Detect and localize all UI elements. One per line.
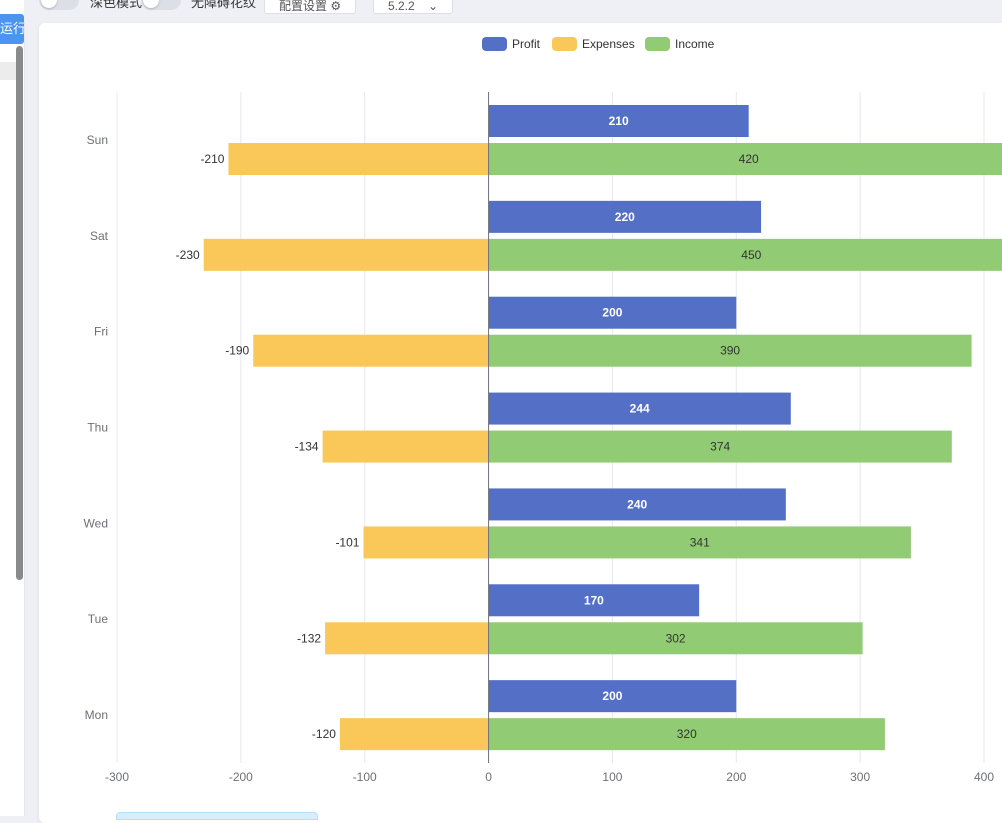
version-select[interactable]: 5.2.2 ⌄ bbox=[373, 0, 453, 14]
income-data-label: 341 bbox=[690, 535, 710, 549]
bar-chart: -300 -200 -100 0 100 200 300 400 Mon 200 320 -120 Tu… bbox=[84, 37, 1002, 784]
scrollbar[interactable] bbox=[16, 46, 23, 580]
chart-card: -300 -200 -100 0 100 200 300 400 Mon 200 320 -120 Tu… bbox=[39, 23, 1002, 823]
expenses-bar bbox=[363, 526, 489, 559]
income-bar bbox=[488, 622, 863, 655]
profit-data-label: 200 bbox=[602, 306, 622, 320]
y-category-label: Sat bbox=[90, 229, 109, 243]
profit-data-label: 220 bbox=[615, 210, 635, 224]
expenses-bar bbox=[325, 622, 489, 655]
profit-bar bbox=[488, 680, 737, 713]
y-category-label: Tue bbox=[88, 612, 109, 626]
income-data-label: 374 bbox=[710, 440, 730, 454]
income-data-label: 390 bbox=[720, 344, 740, 358]
legend-swatch bbox=[552, 37, 577, 51]
theme-settings-button[interactable]: 配置设置 ⚙ bbox=[264, 0, 357, 14]
profit-data-label: 240 bbox=[627, 497, 647, 511]
dark-mode-label: 深色模式 bbox=[90, 0, 143, 10]
legend-swatch bbox=[645, 37, 670, 51]
y-category-label: Sun bbox=[87, 133, 108, 147]
legend-swatch bbox=[482, 37, 507, 51]
expenses-data-label: -190 bbox=[225, 344, 249, 358]
sidebar-row[interactable] bbox=[0, 62, 16, 80]
x-tick-label: -300 bbox=[105, 770, 129, 784]
income-bar bbox=[488, 526, 911, 559]
income-bar bbox=[488, 718, 885, 751]
legend-item-expenses[interactable]: Expenses bbox=[552, 37, 635, 51]
toolbar: 深色模式 无障碍花纹 配置设置 ⚙ 5.2.2 ⌄ bbox=[24, 0, 1002, 22]
legend-item-income[interactable]: Income bbox=[645, 37, 715, 51]
expenses-data-label: -132 bbox=[297, 631, 321, 645]
run-button[interactable]: 运行 bbox=[0, 14, 24, 44]
x-tick-label: 300 bbox=[850, 770, 870, 784]
income-data-label: 450 bbox=[741, 248, 761, 262]
legend-label: Expenses bbox=[582, 37, 635, 51]
chevron-down-icon: ⌄ bbox=[428, 0, 439, 13]
y-category-label: Wed bbox=[84, 516, 108, 530]
expenses-data-label: -210 bbox=[200, 152, 224, 166]
expenses-data-label: -101 bbox=[335, 535, 359, 549]
theme-settings-label: 配置设置 bbox=[279, 0, 328, 13]
expenses-data-label: -134 bbox=[295, 440, 319, 454]
version-value: 5.2.2 bbox=[388, 0, 415, 13]
profit-bar bbox=[488, 105, 749, 137]
y-category-label: Fri bbox=[94, 325, 108, 339]
bottom-tab[interactable] bbox=[116, 812, 318, 820]
income-bar bbox=[488, 430, 952, 463]
expenses-bar bbox=[339, 718, 489, 751]
expenses-bar bbox=[253, 334, 489, 367]
expenses-data-label: -230 bbox=[176, 248, 200, 262]
run-button-label: 运行 bbox=[0, 21, 24, 36]
profit-bar bbox=[488, 200, 762, 233]
accessible-pattern-label: 无障碍花纹 bbox=[191, 0, 257, 10]
expenses-bar bbox=[203, 238, 489, 271]
x-tick-label: 200 bbox=[726, 770, 746, 784]
profit-data-label: 200 bbox=[602, 689, 622, 703]
income-data-label: 420 bbox=[739, 152, 759, 166]
profit-data-label: 210 bbox=[609, 114, 629, 128]
profit-data-label: 244 bbox=[630, 402, 650, 416]
profit-bar bbox=[488, 488, 786, 521]
profit-bar bbox=[488, 296, 737, 329]
income-bar bbox=[488, 334, 972, 367]
accessible-pattern-toggle[interactable] bbox=[141, 0, 181, 10]
income-data-label: 320 bbox=[677, 727, 697, 741]
expenses-data-label: -120 bbox=[312, 727, 336, 741]
toggle-knob bbox=[41, 0, 57, 8]
legend-item-profit[interactable]: Profit bbox=[482, 37, 541, 51]
y-category-label: Mon bbox=[85, 708, 108, 722]
profit-bar bbox=[488, 392, 791, 425]
x-tick-label: 100 bbox=[602, 770, 622, 784]
x-tick-label: 400 bbox=[974, 770, 994, 784]
income-bar bbox=[488, 143, 1002, 175]
toggle-knob bbox=[143, 0, 159, 8]
income-bar bbox=[488, 238, 1002, 271]
x-tick-label: -100 bbox=[353, 770, 377, 784]
profit-bar bbox=[488, 584, 700, 617]
legend-label: Profit bbox=[512, 37, 541, 51]
expenses-bar bbox=[228, 143, 489, 175]
y-category-label: Thu bbox=[87, 421, 108, 435]
gear-icon: ⚙ bbox=[330, 0, 342, 13]
x-tick-label: -200 bbox=[229, 770, 253, 784]
left-panel: 运行 bbox=[0, 0, 25, 816]
expenses-bar bbox=[322, 430, 489, 463]
legend-label: Income bbox=[675, 37, 715, 51]
dark-mode-toggle[interactable] bbox=[39, 0, 79, 10]
x-tick-label: 0 bbox=[485, 770, 492, 784]
income-data-label: 302 bbox=[666, 631, 686, 645]
profit-data-label: 170 bbox=[584, 593, 604, 607]
